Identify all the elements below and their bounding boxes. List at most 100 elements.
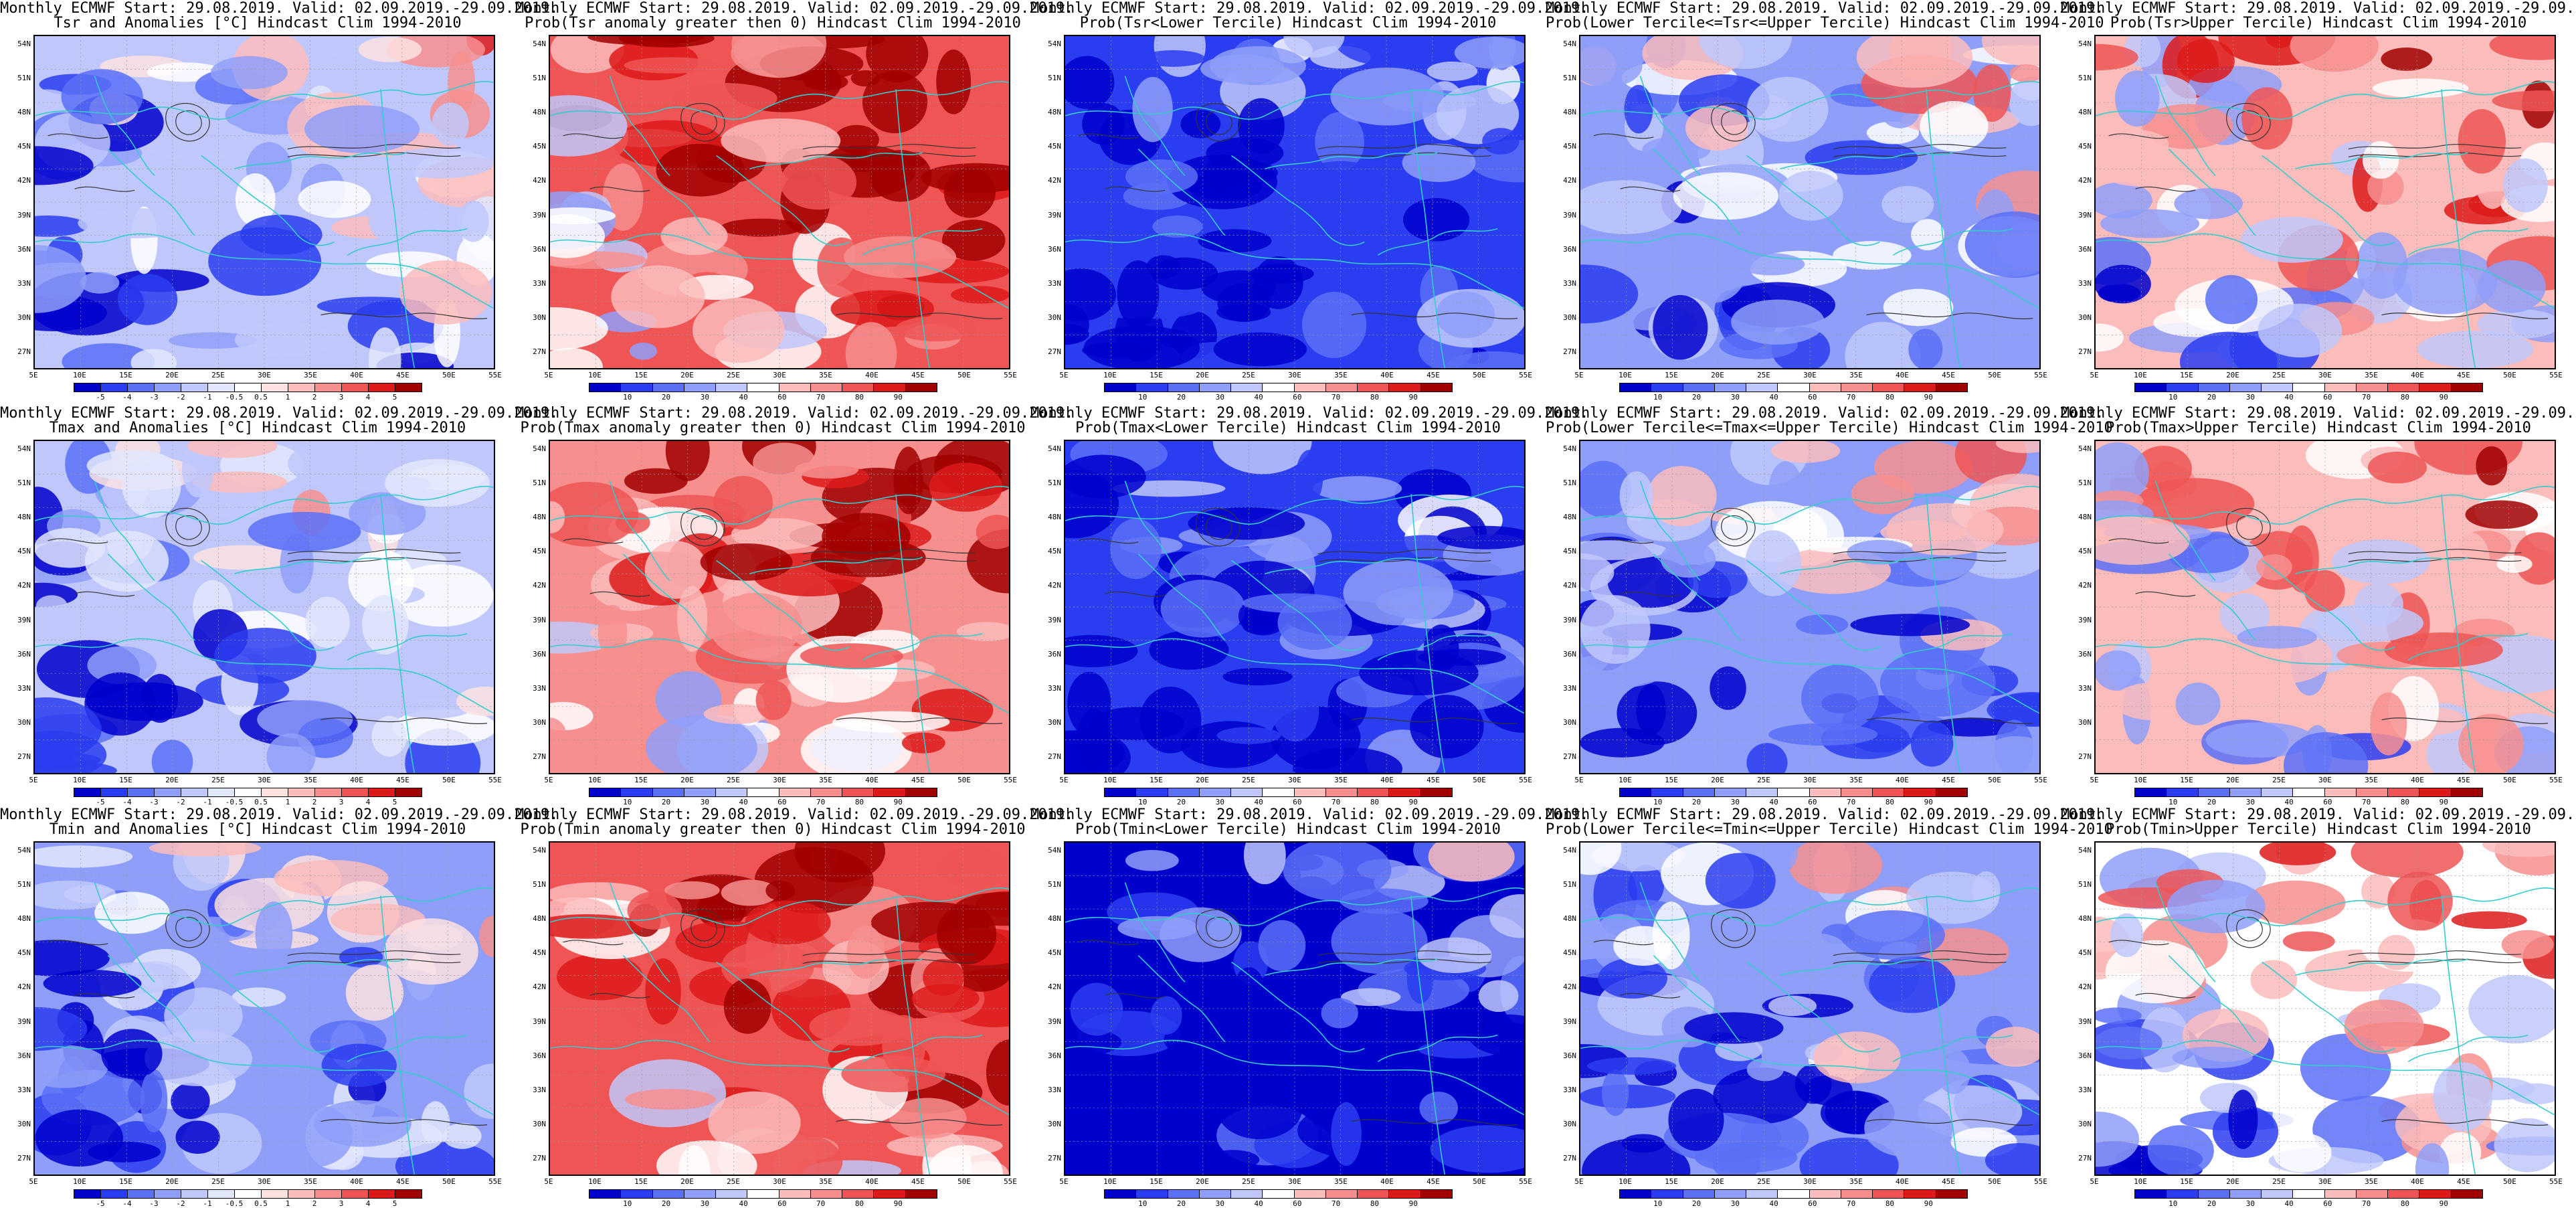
coastline (1065, 233, 1524, 309)
field-patch (1295, 450, 1323, 505)
field-patch (1198, 229, 1272, 253)
field-layer (2096, 843, 2555, 1175)
field-patch (550, 501, 565, 533)
colorbar-tick-label: -2 (176, 1199, 185, 1208)
latitude-label: 30N (1563, 313, 1576, 322)
coastline (895, 89, 931, 368)
field-patch (458, 200, 489, 242)
longitude-label: 20E (1711, 371, 1724, 379)
latitude-label: 30N (1563, 1119, 1576, 1128)
latitude-label: 30N (2078, 313, 2092, 322)
contour-line (1833, 950, 2007, 956)
panel-title-header: Monthly ECMWF Start: 29.08.2019. Valid: … (1030, 405, 1589, 422)
field-patch (2179, 331, 2278, 368)
colorbar-tick-label: 4 (365, 393, 371, 402)
panel-title-header: Monthly ECMWF Start: 29.08.2019. Valid: … (1030, 806, 1589, 823)
coastline (1580, 81, 2039, 120)
latitude-label: 33N (1563, 1085, 1576, 1094)
longitude-label: 50E (957, 371, 971, 379)
field-patch (1204, 160, 1279, 185)
contour-line (165, 103, 210, 142)
latitude-label: 27N (1048, 752, 1061, 761)
field-patch (2393, 248, 2498, 315)
panel-title-header: Monthly ECMWF Start: 29.08.2019. Valid: … (515, 405, 1074, 422)
longitude-label: 45E (1427, 776, 1440, 784)
longitude-label: 15E (634, 776, 648, 784)
contour-line (2381, 1119, 2549, 1126)
longitude-label: 25E (1757, 776, 1770, 784)
field-patch (187, 441, 278, 458)
field-patch (2219, 593, 2270, 637)
longitude-label: 25E (1242, 371, 1255, 379)
field-patch (1330, 67, 1445, 126)
field-patch (1580, 553, 1615, 592)
colorbar-probability: 10 20 30 40 60 70 80 90 (589, 788, 937, 806)
coastline (1746, 559, 1880, 651)
field-patch (2256, 554, 2292, 580)
coastline (201, 961, 335, 1053)
longitude-label: 45E (2457, 776, 2470, 784)
longitude-label: 40E (2411, 776, 2424, 784)
field-patch (1745, 530, 1801, 596)
latitude-label: 36N (1563, 1051, 1576, 1060)
longitude-label: 45E (1942, 776, 1955, 784)
latitude-label: 51N (533, 880, 546, 889)
colorbar-tick-label: 10 (1138, 798, 1147, 806)
colorbar-swatch (1420, 383, 1453, 392)
colorbar-swatch (100, 383, 128, 392)
field-patch (822, 513, 911, 561)
longitude-label: 40E (865, 1177, 879, 1186)
field-patch (2489, 36, 2555, 60)
colorbar-probability: 10 20 30 40 60 70 80 90 (1104, 1189, 1453, 1208)
latitude-label: 42N (17, 176, 31, 185)
colorbar-tick-label: 90 (1408, 1199, 1418, 1208)
coastline (622, 955, 711, 1043)
latitude-label: 51N (1048, 880, 1061, 889)
coastline (35, 81, 494, 120)
latitude-label: 36N (1563, 244, 1576, 254)
longitude-label: 15E (2180, 371, 2193, 379)
colorbar-swatch (2197, 788, 2230, 797)
latitude-label: 30N (17, 717, 31, 727)
colorbar-tick-label: 40 (1769, 393, 1778, 402)
colorbar-swatch (1935, 383, 1968, 392)
contour-line (1206, 916, 1232, 942)
field-patch (2096, 128, 2169, 159)
colorbar-swatch (2387, 788, 2420, 797)
contour-line (1317, 557, 1491, 563)
field-patch (1920, 101, 1989, 152)
colorbar-swatch (1230, 1189, 1263, 1199)
contour-line (1833, 557, 2007, 563)
field-patch (1801, 664, 1879, 731)
colorbar-tick-label: 70 (1847, 393, 1856, 402)
latitude-label: 48N (17, 513, 31, 522)
field-patch (1813, 1031, 1901, 1084)
colorbar-tick-label: 70 (1847, 798, 1856, 806)
longitude-label: 30E (258, 371, 271, 379)
field-patch (1152, 215, 1203, 238)
field-patch (1668, 1088, 1724, 1151)
contour-line (680, 508, 725, 547)
field-patch (2096, 515, 2190, 565)
field-patch (1673, 172, 1778, 220)
panel-title-variable: Prob(Tmax<Lower Tercile) Hindcast Clim 1… (1075, 420, 1501, 436)
coastline (609, 882, 670, 982)
colorbar-probability: 10 20 30 40 60 70 80 90 (1104, 383, 1453, 402)
field-patch (550, 717, 567, 755)
contour-line (74, 186, 135, 192)
latitude-label: 42N (2078, 982, 2092, 992)
colorbar-swatch (683, 383, 717, 392)
field-patch (656, 143, 745, 197)
colorbar-tick-label: 10 (1653, 1199, 1663, 1208)
coastline (380, 494, 416, 773)
field-patch (2292, 90, 2389, 133)
colorbar-swatch (127, 788, 155, 797)
contour-line (1620, 993, 1681, 999)
colorbar-swatch (1293, 1189, 1326, 1199)
colorbar-probability: 10 20 30 40 60 70 80 90 (1104, 788, 1453, 806)
latitude-label: 42N (1048, 176, 1061, 185)
coastline (2441, 89, 2476, 368)
field-patch (234, 322, 337, 357)
coastline (380, 89, 416, 368)
colorbar-tick-label: 30 (1730, 1199, 1740, 1208)
